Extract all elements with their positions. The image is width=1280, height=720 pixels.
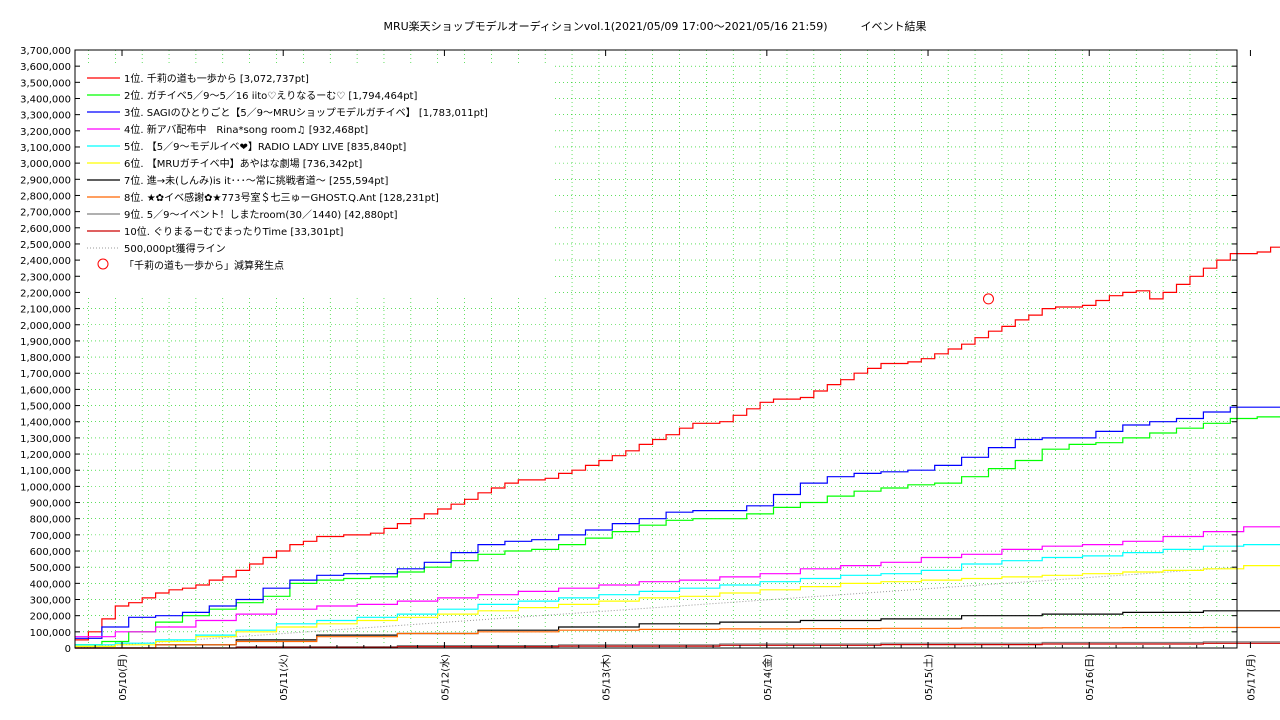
legend-entry: 10位. ぐりまるーむでまったりTime [33,301pt] <box>124 225 343 238</box>
y-tick-label: 300,000 <box>30 596 71 607</box>
legend-entry: 7位. 進→未(しんみ)is it･･･〜常に挑戦者道〜 [255,594pt] <box>124 174 388 187</box>
x-tick-label: 05/14(金) <box>761 654 774 701</box>
series-line <box>75 641 1280 649</box>
y-tick-label: 2,000,000 <box>20 321 71 332</box>
y-tick-label: 3,000,000 <box>20 159 71 170</box>
x-axis: 05/10(月) 05/11(火) 05/12(水) 05/13(木) 05/14(金)… <box>94 50 1257 701</box>
x-tick-label: 05/13(木) <box>601 654 613 701</box>
series-lines <box>75 246 1280 649</box>
y-tick-label: 2,200,000 <box>20 288 71 299</box>
y-tick-label: 3,100,000 <box>20 143 71 154</box>
y-tick-label: 2,500,000 <box>20 240 71 251</box>
y-tick-label: 600,000 <box>30 547 71 558</box>
legend-entry: 9位. 5／9〜イベント！しまたroom(30／1440) [42,880pt] <box>124 208 398 221</box>
series-line <box>75 406 1280 639</box>
plot-frame <box>74 49 1238 649</box>
series-line <box>75 642 1280 649</box>
legend-entry: 1位. 千莉の道も一歩から [3,072,737pt] <box>124 72 309 85</box>
y-tick-label: 2,400,000 <box>20 256 71 267</box>
x-tick-label: 05/10(月) <box>117 654 129 701</box>
y-tick-label: 1,000,000 <box>20 482 71 493</box>
y-tick-label: 1,200,000 <box>20 450 71 461</box>
threshold-line-group <box>74 566 1238 649</box>
y-tick-label: 3,500,000 <box>20 78 71 89</box>
y-axis: 0 100,000 200,000 300,000 400,000 500,000 600,… <box>20 46 1237 655</box>
y-tick-label: 1,600,000 <box>20 385 71 396</box>
chart-title: MRU楽天ショップモデルオーディションvol.1(2021/05/09 17:0… <box>384 19 927 33</box>
legend-entry: 6位. 【MRUガチイベ中】あやはな劇場 [736,342pt] <box>124 157 362 170</box>
legend-entry-threshold: 500,000pt獲得ライン <box>124 242 226 255</box>
y-tick-label: 1,900,000 <box>20 337 71 348</box>
y-tick-label: 0 <box>65 644 71 655</box>
y-tick-label: 2,800,000 <box>20 191 71 202</box>
y-tick-label: 1,500,000 <box>20 402 71 413</box>
y-tick-label: 100,000 <box>30 628 71 639</box>
series-line <box>75 626 1280 649</box>
y-tick-label: 1,800,000 <box>20 353 71 364</box>
y-tick-label: 900,000 <box>30 499 71 510</box>
y-tick-label: 1,700,000 <box>20 369 71 380</box>
y-tick-label: 2,900,000 <box>20 175 71 186</box>
x-tick-label: 05/11(火) <box>278 654 290 701</box>
marker-group <box>982 293 994 305</box>
legend-entry: 8位. ★✿イベ感謝✿★773号室＄七三ゅーGHOST.Q.Ant [128,2… <box>124 191 439 204</box>
y-tick-label: 1,300,000 <box>20 434 71 445</box>
series-line <box>75 246 1280 641</box>
series-line <box>75 544 1280 646</box>
series-line <box>75 565 1280 647</box>
y-tick-label: 3,700,000 <box>20 46 71 57</box>
legend-entry-marker: 「千莉の道も一歩から」減算発生点 <box>124 259 284 272</box>
x-tick-label: 05/15(土) <box>922 654 935 701</box>
legend-entry: 5位. 【5／9〜モデルイベ❤】RADIO LADY LIVE [835,840… <box>124 140 406 153</box>
legend: 1位. 千莉の道も一歩から [3,072,737pt] 2位. ガチイベ5／9〜5… <box>80 64 555 296</box>
series-line <box>75 526 1280 638</box>
y-tick-label: 500,000 <box>30 563 71 574</box>
y-tick-label: 2,600,000 <box>20 224 71 235</box>
y-tick-label: 2,300,000 <box>20 272 71 283</box>
decrement-marker <box>982 293 994 305</box>
legend-entry: 4位. 新アバ配布中 Rina*song room♫ [932,468pt] <box>124 123 368 136</box>
legend-box <box>80 64 555 296</box>
y-tick-label: 400,000 <box>30 579 71 590</box>
legend-entry: 3位. SAGIのひとりごと【5／9〜MRUショップモデルガチイベ】 [1,78… <box>124 106 488 119</box>
y-tick-label: 1,100,000 <box>20 466 71 477</box>
y-tick-label: 3,300,000 <box>20 111 71 122</box>
y-tick-label: 1,400,000 <box>20 418 71 429</box>
legend-entry: 2位. ガチイベ5／9〜5／16 iito♡えりなるーむ♡ [1,794,464… <box>124 89 417 102</box>
y-tick-label: 3,600,000 <box>20 62 71 73</box>
x-tick-label: 05/16(日) <box>1085 654 1096 701</box>
legend-swatch-marker <box>97 258 109 270</box>
y-tick-label: 200,000 <box>30 612 71 623</box>
x-tick-label: 05/17(月) <box>1245 654 1257 701</box>
y-tick-label: 700,000 <box>30 531 71 542</box>
y-tick-label: 3,200,000 <box>20 127 71 138</box>
series-line <box>75 416 1280 646</box>
threshold-line <box>74 566 1238 649</box>
y-tick-label: 3,400,000 <box>20 94 71 105</box>
x-tick-label: 05/12(水) <box>439 654 451 701</box>
y-tick-label: 2,700,000 <box>20 208 71 219</box>
y-tick-label: 2,100,000 <box>20 305 71 316</box>
y-tick-label: 800,000 <box>30 515 71 526</box>
